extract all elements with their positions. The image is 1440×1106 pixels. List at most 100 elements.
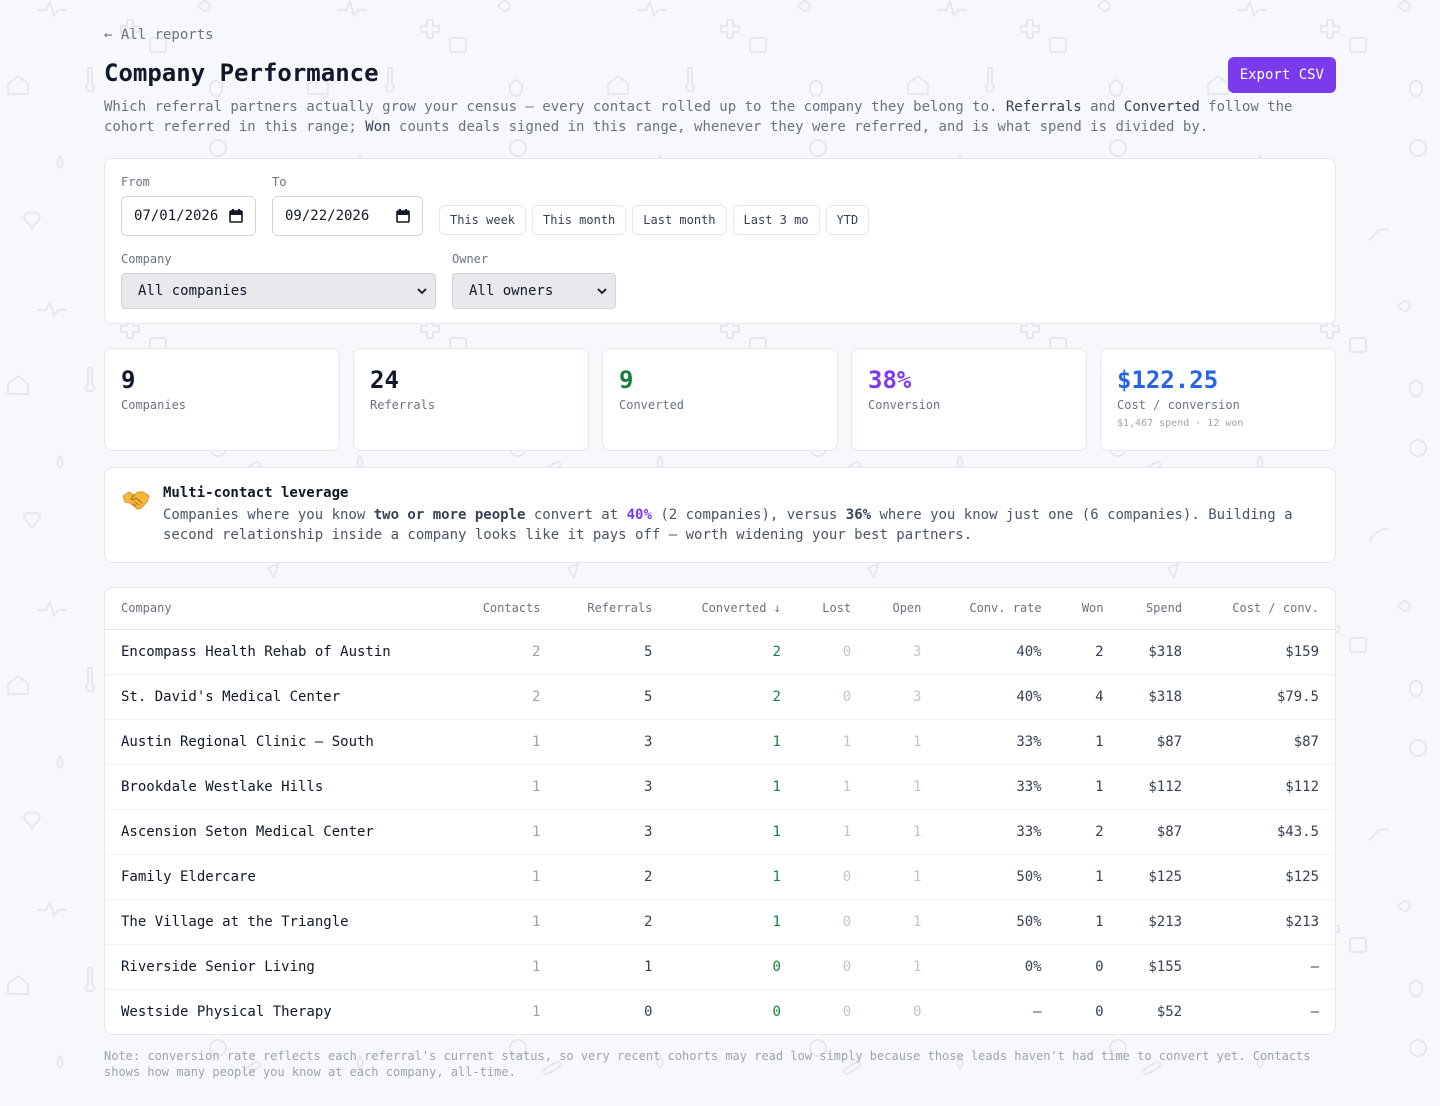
cell-referrals: 3 [556, 809, 669, 855]
column-header-open[interactable]: Open [867, 588, 938, 630]
cell-company[interactable]: Riverside Senior Living [105, 944, 453, 990]
preset-this-week[interactable]: This week [439, 205, 527, 235]
stat-card-companies: 9 Companies [104, 348, 340, 451]
insight-text: Companies where you know two or more peo… [163, 505, 1303, 545]
stat-card-converted: 9 Converted [602, 348, 838, 451]
owner-select[interactable]: All owners [452, 273, 616, 309]
stat-card-cost-per-conversion: $122.25 Cost / conversion $1,467 spend ·… [1100, 348, 1336, 451]
column-header-contacts[interactable]: Contacts [452, 588, 557, 630]
cell-lost: 1 [796, 809, 868, 855]
calendar-icon[interactable] [396, 209, 410, 223]
stat-value: 24 [370, 366, 399, 394]
column-header-converted[interactable]: Converted ↓ [668, 588, 797, 630]
cell-open: 1 [867, 764, 938, 810]
back-to-reports-link[interactable]: ← All reports [104, 27, 214, 43]
preset-last-month[interactable]: Last month [632, 205, 727, 235]
stat-label: Conversion [868, 398, 941, 412]
cell-open: 3 [867, 674, 938, 720]
column-header-won[interactable]: Won [1057, 588, 1120, 630]
table-row[interactable]: Ascension Seton Medical Center 1 3 1 1 1 33% 2 $… [105, 809, 1335, 855]
export-csv-button[interactable]: Export CSV [1227, 57, 1336, 93]
owner-filter-label: Owner [452, 252, 489, 266]
cell-converted: 1 [668, 899, 797, 945]
cell-referrals: 5 [556, 629, 669, 675]
cell-cost-per-conv: $43.5 [1198, 809, 1335, 855]
cell-open: 0 [912, 1003, 922, 1020]
stat-card-referrals: 24 Referrals [353, 348, 589, 451]
stat-label: Referrals [370, 398, 436, 412]
company-select-value: All companies [138, 283, 248, 299]
table-row[interactable]: Encompass Health Rehab of Austin 2 5 2 0 3 40%… [105, 629, 1335, 675]
cell-company[interactable]: Austin Regional Clinic – South [105, 719, 453, 765]
cell-company[interactable]: Ascension Seton Medical Center [105, 809, 453, 855]
cell-won: 1 [1057, 899, 1120, 945]
table-row[interactable]: Family Eldercare 1 2 1 0 1 50% 1 $125 $125 [105, 854, 1335, 900]
stat-sublabel: $1,467 spend · 12 won [1117, 418, 1244, 429]
cell-spend: $213 [1119, 899, 1199, 945]
column-header-conv-rate[interactable]: Conv. rate [937, 588, 1058, 630]
table-row[interactable]: Riverside Senior Living 1 1 0 0 1 0% 0 $155— [105, 944, 1335, 990]
cell-converted: 2 [668, 629, 797, 675]
from-date-group: From 07/01/2026 [121, 175, 256, 236]
column-header-referrals[interactable]: Referrals [556, 588, 669, 630]
cell-contacts: 1 [452, 854, 557, 900]
cell-conv-rate: 50% [937, 899, 1058, 945]
company-filter-group: Company All companies [121, 252, 436, 309]
to-date-input[interactable]: 09/22/2026 [272, 196, 423, 236]
summary-stats: 9 Companies 24 Referrals 9 Converted 38%… [104, 348, 1336, 451]
cell-lost: 0 [796, 899, 868, 945]
table-row[interactable]: Westside Physical Therapy 1 0 0 0 0 — 0 $52 — [105, 989, 1335, 1034]
page-description: Which referral partners actually grow yo… [104, 97, 1324, 137]
column-header-lost[interactable]: Lost [796, 588, 868, 630]
handshake-icon [122, 491, 150, 510]
table-header-row: Company Contacts Referrals Converted ↓ Lost O… [105, 588, 1335, 630]
cell-company[interactable]: Westside Physical Therapy [121, 1003, 332, 1020]
column-header-spend[interactable]: Spend [1119, 588, 1199, 630]
cell-conv-rate: 33% [937, 764, 1058, 810]
table-row[interactable]: St. David's Medical Center 2 5 2 0 3 40% 4 $318 $… [105, 674, 1335, 720]
cell-contacts: 1 [452, 809, 557, 855]
from-date-label: From [121, 175, 150, 189]
description-text: Which referral partners actually grow yo… [104, 99, 1006, 115]
column-header-company[interactable]: Company [105, 588, 453, 630]
cell-converted: 0 [772, 1003, 781, 1020]
footnote: Note: conversion rate reflects each refe… [104, 1049, 1311, 1079]
preset-this-month[interactable]: This month [532, 205, 627, 235]
cell-spend: $112 [1119, 764, 1199, 810]
cell-conv-rate: 33% [937, 719, 1058, 765]
cell-open: 1 [867, 719, 938, 765]
preset-ytd[interactable]: YTD [825, 205, 870, 235]
insight-segment: convert at [525, 507, 627, 523]
description-term-referrals: Referrals [1005, 99, 1082, 115]
from-date-input[interactable]: 07/01/2026 [121, 196, 256, 236]
calendar-icon[interactable] [229, 209, 243, 223]
table-row[interactable]: The Village at the Triangle 1 2 1 0 1 50% 1 $213… [105, 899, 1335, 945]
table-row[interactable]: Austin Regional Clinic – South 1 3 1 1 1 33% 1 $… [105, 719, 1335, 765]
cell-contacts: 1 [452, 764, 557, 810]
cell-cost-per-conv: $213 [1198, 899, 1335, 945]
company-select[interactable]: All companies [121, 273, 436, 309]
table-row[interactable]: Brookdale Westlake Hills 1 3 1 1 1 33% 1 $112 $11… [105, 764, 1335, 810]
to-date-value: 09/22/2026 [285, 208, 370, 224]
cell-referrals: 2 [556, 899, 669, 945]
cell-open: 1 [867, 809, 938, 855]
cell-company[interactable]: Family Eldercare [105, 854, 453, 900]
cell-company[interactable]: St. David's Medical Center [105, 674, 453, 720]
cell-cost-per-conv: — [1310, 1003, 1319, 1020]
cell-cost-per-conv: $125 [1198, 854, 1335, 900]
cell-won: 0 [1095, 1003, 1104, 1020]
stat-card-conversion: 38% Conversion [851, 348, 1087, 451]
date-filter-row: From 07/01/2026 To 09/22/2026 This week … [121, 175, 1319, 236]
cell-company[interactable]: Brookdale Westlake Hills [105, 764, 453, 810]
column-header-cost-per-conv[interactable]: Cost / conv. [1198, 588, 1335, 630]
cell-contacts: 1 [452, 899, 557, 945]
cell-spend: $318 [1119, 674, 1199, 720]
filter-panel: From 07/01/2026 To 09/22/2026 This week … [104, 158, 1336, 324]
cell-company[interactable]: Encompass Health Rehab of Austin [105, 629, 453, 675]
insight-emphasis: two or more people [373, 507, 526, 523]
cell-open: 1 [867, 899, 938, 945]
cell-company[interactable]: The Village at the Triangle [105, 899, 453, 945]
preset-last-3-months[interactable]: Last 3 mo [732, 205, 820, 235]
description-term-converted: Converted [1123, 99, 1200, 115]
stat-value: 9 [121, 366, 136, 394]
